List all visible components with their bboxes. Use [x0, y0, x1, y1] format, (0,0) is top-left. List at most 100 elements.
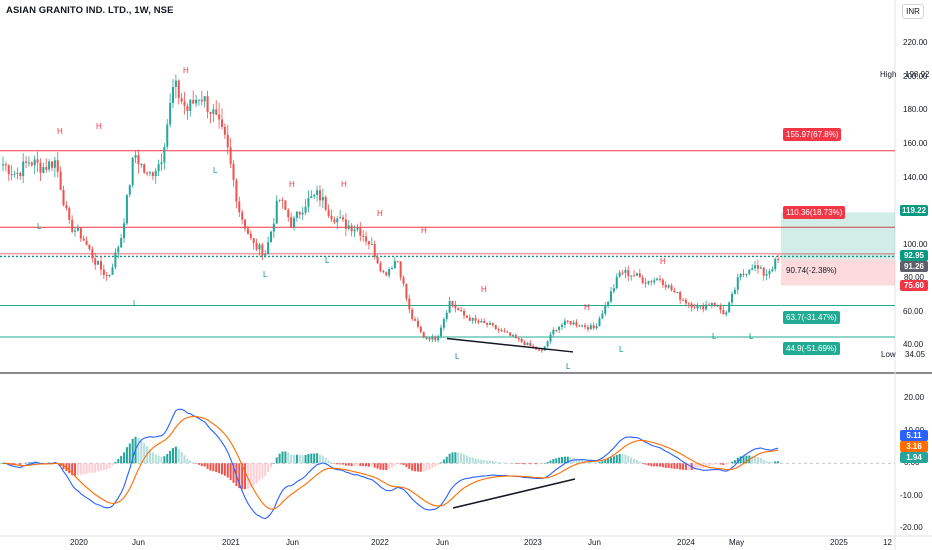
macd-histogram-bar: [722, 463, 725, 465]
candle-body: [618, 272, 621, 277]
candle-body: [716, 305, 719, 307]
candle-body: [693, 307, 696, 309]
candle-body: [281, 199, 284, 201]
macd-histogram-bar: [316, 453, 319, 464]
macd-histogram-bar: [137, 437, 140, 464]
candle-body: [751, 268, 754, 270]
candle-body: [745, 273, 748, 275]
candle-body: [183, 101, 186, 106]
candle-body: [56, 160, 59, 172]
candle-body: [154, 171, 157, 177]
macd-histogram-bar: [509, 463, 512, 464]
candle-body: [264, 254, 267, 256]
macd-histogram-bar: [434, 463, 437, 467]
level-155-label[interactable]: 155.97(67.8%): [783, 128, 842, 141]
macd-histogram-bar: [128, 443, 131, 464]
macd-histogram-bar: [762, 459, 765, 464]
macd-histogram-bar: [186, 458, 189, 464]
level-63-label[interactable]: 63.7(-31.47%): [783, 311, 840, 324]
candle-body: [33, 159, 36, 166]
candle-body: [503, 330, 506, 332]
swing-high-mark: H: [584, 303, 590, 312]
candle-body: [468, 317, 471, 321]
macd-histogram-bar: [445, 456, 448, 464]
macd-histogram-bar: [710, 463, 713, 466]
macd-histogram-bar: [751, 455, 754, 464]
candle-body: [82, 238, 85, 241]
candle-body: [304, 206, 307, 213]
candle-body: [765, 274, 768, 276]
macd-histogram-bar: [298, 455, 301, 464]
candle-body: [615, 276, 618, 289]
candle-body: [696, 305, 699, 309]
macd-histogram-bar: [731, 461, 734, 464]
macd-histogram-bar: [174, 446, 177, 464]
macd-histogram-bar: [468, 456, 471, 464]
candle-body: [367, 241, 370, 245]
macd-histogram-bar: [422, 463, 425, 472]
macd-histogram-bar: [151, 452, 154, 464]
candle-body: [269, 231, 272, 243]
candle-body: [85, 240, 88, 245]
macd-histogram-bar: [333, 463, 336, 464]
macd-histogram-bar: [172, 448, 175, 464]
candle-body: [635, 273, 638, 276]
macd-histogram-bar: [287, 452, 290, 464]
candle-body: [114, 252, 117, 268]
candle-body: [99, 261, 102, 270]
candle-body: [457, 308, 460, 311]
candle-body: [295, 211, 298, 218]
macd-histogram-bar: [419, 463, 422, 472]
macd-histogram-bar: [535, 463, 538, 465]
macd-histogram-bar: [177, 448, 180, 464]
candle-body: [670, 285, 673, 291]
candle-body: [307, 197, 310, 207]
target-price-tag: 119.22: [900, 205, 928, 216]
macd-histogram-bar: [647, 463, 650, 466]
candle-body: [584, 325, 587, 328]
candle-body: [520, 338, 523, 342]
macd-histogram-bar: [451, 452, 454, 464]
swing-high-mark: H: [183, 66, 189, 75]
candle-body: [460, 310, 463, 312]
candle-body: [679, 292, 682, 300]
candle-body: [676, 292, 679, 294]
macd-histogram-bar: [347, 463, 350, 466]
candle-body: [722, 309, 725, 315]
candle-body: [318, 190, 321, 201]
macd-histogram-bar: [157, 455, 160, 464]
macd-histogram-bar: [416, 463, 419, 472]
candle-body: [365, 236, 368, 242]
macd-histogram-bar: [321, 455, 324, 464]
candle-body: [540, 349, 543, 351]
macd-histogram-bar: [514, 463, 517, 464]
macd-histogram-bar: [76, 463, 79, 475]
candle-body: [411, 309, 414, 320]
candle-body: [13, 173, 16, 175]
time-tick-label: Jun: [132, 538, 145, 547]
candle-body: [581, 325, 584, 327]
macd-histogram-bar: [125, 447, 128, 464]
level-90-label[interactable]: 90.74(-2.38%): [786, 266, 837, 275]
candle-body: [480, 320, 483, 323]
macd-histogram-bar: [586, 461, 589, 464]
macd-histogram-bar: [301, 455, 304, 464]
candle-body: [310, 196, 313, 198]
candle-body: [733, 289, 736, 294]
candle-body: [575, 322, 578, 326]
candle-body: [506, 331, 509, 333]
candle-body: [687, 303, 690, 305]
level-110-label[interactable]: 110.36(18.73%): [783, 206, 846, 219]
candle-body: [275, 200, 278, 224]
currency-button[interactable]: INR: [902, 4, 924, 19]
candle-body: [465, 315, 468, 318]
macd-histogram-bar: [85, 463, 88, 474]
symbol-title[interactable]: ASIAN GRANITO IND. LTD., 1W, NSE: [6, 5, 174, 16]
swing-high-mark: H: [421, 226, 427, 235]
candle-body: [419, 326, 422, 332]
level-44-label[interactable]: 44.9(-51.69%): [783, 342, 840, 355]
candle-body: [402, 277, 405, 284]
candle-body: [16, 172, 19, 174]
